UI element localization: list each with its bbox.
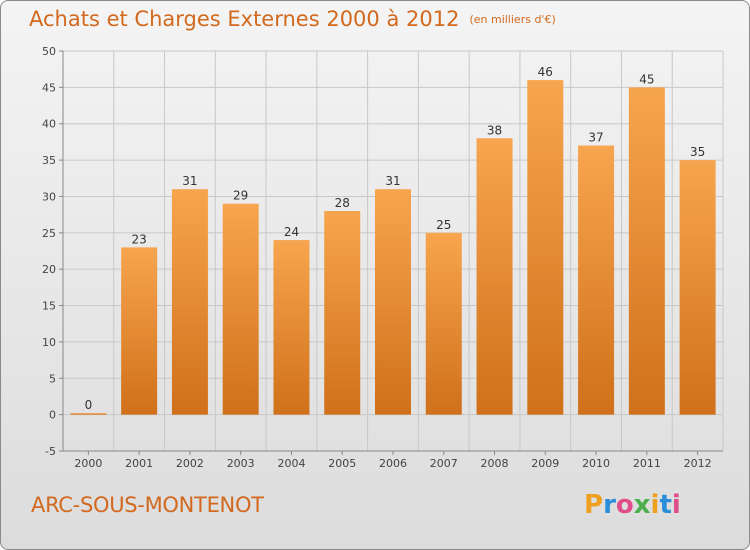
y-tick-label: 35	[42, 154, 56, 167]
x-tick-label: 2002	[176, 457, 204, 470]
bar-2006	[375, 189, 411, 415]
x-tick-label: 2004	[277, 457, 305, 470]
x-tick-label: 2001	[125, 457, 153, 470]
x-tick-label: 2008	[481, 457, 509, 470]
y-tick-label: 10	[42, 336, 56, 349]
y-tick-label: 0	[49, 409, 56, 422]
x-tick-label: 2011	[633, 457, 661, 470]
y-tick-label: 5	[49, 372, 56, 385]
y-tick-label: 45	[42, 81, 56, 94]
value-label-2006: 31	[385, 174, 400, 188]
value-label-2010: 37	[588, 131, 603, 145]
bar-2008	[476, 138, 513, 415]
bars	[70, 80, 716, 415]
bar-2007	[425, 232, 462, 415]
proxiti-logo[interactable]: Proxiti	[584, 490, 681, 520]
x-tick-label: 2003	[227, 457, 255, 470]
bar-2002	[171, 189, 208, 415]
axes: -5 0 5 10 15 20 25 30 35 40 45 50 2000 2001 2002 2003 20…	[42, 45, 723, 470]
value-label-2003: 29	[233, 189, 248, 203]
value-label-2002: 31	[182, 174, 197, 188]
logo-letter: r	[603, 490, 616, 520]
value-label-2001: 23	[132, 232, 147, 246]
value-label-2008: 38	[487, 123, 502, 137]
logo-letter: i	[650, 490, 660, 520]
logo-letter: P	[584, 490, 604, 520]
chart-title: Achats et Charges Externes 2000 à 2012 (e…	[29, 7, 556, 31]
y-tick-label: 50	[42, 45, 56, 58]
value-label-2007: 25	[436, 218, 451, 232]
x-tick-label: 2009	[531, 457, 559, 470]
bar-2011	[628, 87, 665, 415]
bar-2003	[222, 203, 259, 415]
y-tick-label: 30	[42, 190, 56, 203]
x-tick-label: 2012	[684, 457, 712, 470]
x-tick-label: 2007	[430, 457, 458, 470]
logo-letter: t	[659, 490, 672, 520]
x-tick-label: 2005	[328, 457, 356, 470]
value-label-2004: 24	[284, 225, 299, 239]
value-label-2012: 35	[690, 145, 705, 159]
data-labels: 0 23 31 29 24 28 31 25 38 46 37 45 35	[85, 65, 706, 412]
bar-2012	[679, 160, 716, 415]
value-label-2005: 28	[335, 196, 350, 210]
bar-2001	[121, 247, 158, 415]
y-tick-label: 20	[42, 263, 56, 276]
value-label-2011: 45	[639, 72, 654, 86]
chart-title-text: Achats et Charges Externes 2000 à 2012	[29, 7, 460, 31]
bar-2009	[527, 80, 564, 415]
y-tick-label: 25	[42, 227, 56, 240]
y-tick-label: 40	[42, 118, 56, 131]
value-label-2000: 0	[85, 398, 93, 412]
logo-letter: i	[671, 490, 681, 520]
logo-letter: x	[633, 490, 651, 520]
value-label-2009: 46	[538, 65, 553, 79]
bar-2004	[273, 240, 310, 415]
x-tick-label: 2006	[379, 457, 407, 470]
x-tick-label: 2000	[74, 457, 102, 470]
x-tick-label: 2010	[582, 457, 610, 470]
bar-2010	[578, 145, 615, 415]
logo-letter: o	[615, 490, 634, 520]
chart-subtitle: (en milliers d'€)	[469, 13, 556, 26]
y-tick-label: 15	[42, 300, 56, 313]
bar-2005	[324, 211, 361, 415]
commune-name: ARC-SOUS-MONTENOT	[31, 493, 264, 517]
y-tick-label: -5	[45, 445, 56, 458]
bar-2000	[70, 413, 107, 415]
